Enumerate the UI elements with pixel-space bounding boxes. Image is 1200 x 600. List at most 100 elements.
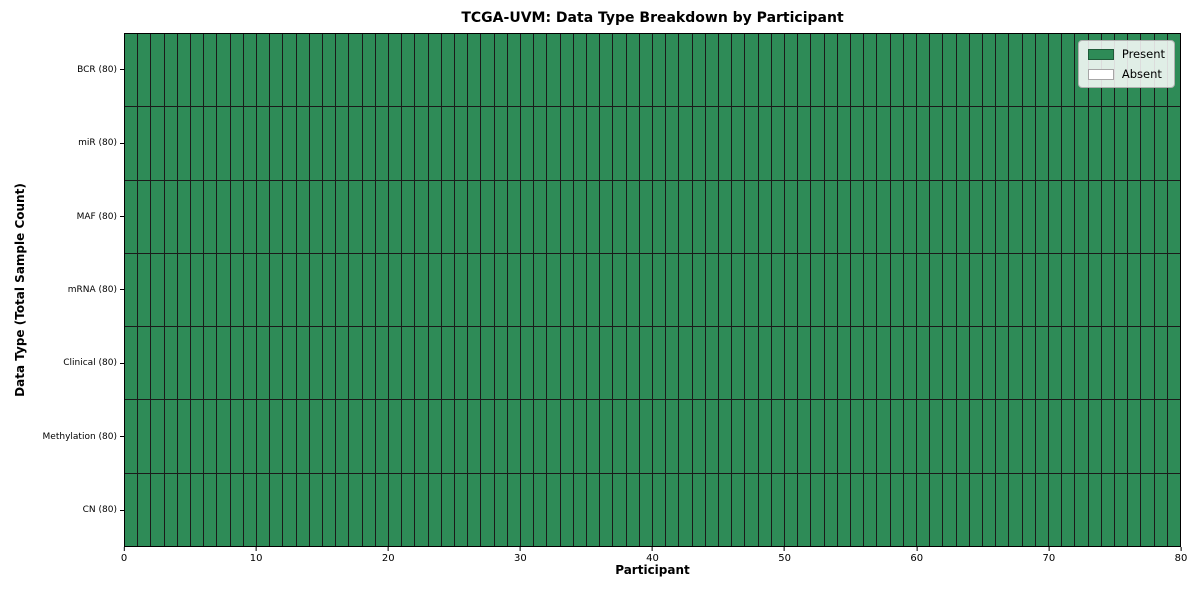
heatmap-cell [652, 327, 666, 400]
heatmap-cell [679, 253, 692, 327]
heatmap-cell [164, 180, 177, 253]
heatmap-cell [270, 473, 283, 546]
heatmap-cell [309, 473, 322, 546]
heatmap-cell [1088, 473, 1101, 546]
heatmap-cell [375, 400, 388, 473]
heatmap-cell [877, 473, 890, 546]
heatmap-cell [639, 180, 652, 253]
heatmap-cell [586, 107, 600, 180]
heatmap-cell [507, 473, 520, 546]
heatmap-cell [916, 473, 930, 546]
heatmap-cell [349, 253, 362, 327]
heatmap-cell [1088, 180, 1101, 253]
heatmap-cell [1035, 327, 1048, 400]
heatmap-cell [336, 473, 349, 546]
heatmap-cell [1048, 34, 1062, 107]
heatmap-cell [1048, 473, 1062, 546]
heatmap-cell [270, 253, 283, 327]
heatmap-cell [666, 180, 679, 253]
heatmap-cell [415, 34, 428, 107]
heatmap-cell [230, 400, 243, 473]
heatmap-cell [784, 34, 798, 107]
heatmap-cell [1075, 400, 1088, 473]
heatmap-cell [718, 327, 732, 400]
heatmap-cell [1101, 473, 1114, 546]
heatmap-cell [1035, 253, 1048, 327]
heatmap-cell [890, 253, 903, 327]
heatmap-cell [956, 253, 969, 327]
heatmap-cell [1062, 253, 1075, 327]
heatmap-cell [230, 253, 243, 327]
heatmap-cell [877, 253, 890, 327]
heatmap-cell [388, 107, 402, 180]
heatmap-cell [322, 253, 336, 327]
heatmap-cell [890, 107, 903, 180]
heatmap-cell [679, 327, 692, 400]
y-tick-label: Clinical (80) [63, 358, 117, 369]
y-tick-mark [120, 216, 124, 218]
x-tick-label: 70 [1042, 553, 1056, 564]
heatmap-cell [639, 473, 652, 546]
heatmap-cell [652, 473, 666, 546]
heatmap-cell [798, 34, 811, 107]
heatmap-cell [890, 327, 903, 400]
x-tick-label: 20 [381, 553, 395, 564]
heatmap-cell [309, 107, 322, 180]
heatmap-cell [560, 180, 573, 253]
heatmap-cell [547, 473, 560, 546]
heatmap-cell [375, 327, 388, 400]
heatmap-cell [151, 107, 164, 180]
heatmap-cell [230, 180, 243, 253]
x-tick-label: 50 [778, 553, 791, 564]
heatmap-cell [402, 400, 415, 473]
heatmap-cell [151, 400, 164, 473]
heatmap-cell [811, 400, 824, 473]
heatmap-cell [547, 107, 560, 180]
heatmap-cell [481, 253, 494, 327]
heatmap-cell [1167, 327, 1180, 400]
heatmap-cell [151, 180, 164, 253]
heatmap-cell [454, 34, 468, 107]
heatmap-cell [864, 107, 877, 180]
heatmap-cell [256, 253, 270, 327]
heatmap-cell [256, 473, 270, 546]
heatmap-cell [520, 180, 534, 253]
heatmap-cell [1154, 253, 1167, 327]
heatmap-cell [520, 473, 534, 546]
heatmap-cell [943, 34, 956, 107]
heatmap-cell [1062, 34, 1075, 107]
heatmap-cell [784, 180, 798, 253]
heatmap-cell [256, 34, 270, 107]
heatmap-cell [256, 400, 270, 473]
y-tick: Clinical (80) [0, 327, 124, 400]
heatmap-cell [613, 253, 626, 327]
heatmap-cell [362, 34, 375, 107]
heatmap-cell [1154, 180, 1167, 253]
heatmap-cell [547, 180, 560, 253]
heatmap-cell [666, 34, 679, 107]
heatmap-cell [322, 34, 336, 107]
x-tick: 70 [1042, 547, 1056, 564]
heatmap-cell [547, 34, 560, 107]
heatmap-cell [626, 107, 639, 180]
heatmap-cell [639, 253, 652, 327]
heatmap-cell [1128, 473, 1141, 546]
heatmap-cell [309, 253, 322, 327]
heatmap-cell [586, 34, 600, 107]
heatmap-cell [745, 327, 758, 400]
heatmap-cell [177, 473, 190, 546]
heatmap-cell [705, 473, 718, 546]
heatmap-cell [771, 400, 784, 473]
heatmap-cell [1075, 180, 1088, 253]
heatmap-cell [468, 400, 481, 473]
x-tick-label: 40 [646, 553, 659, 564]
heatmap-cell [600, 327, 613, 400]
heatmap-cell [309, 400, 322, 473]
x-tick: 20 [382, 547, 395, 564]
heatmap-cell [586, 253, 600, 327]
heatmap-cell [138, 473, 151, 546]
heatmap-cell [956, 34, 969, 107]
heatmap-cell [283, 400, 296, 473]
heatmap-cell [877, 34, 890, 107]
heatmap-cell [494, 107, 507, 180]
